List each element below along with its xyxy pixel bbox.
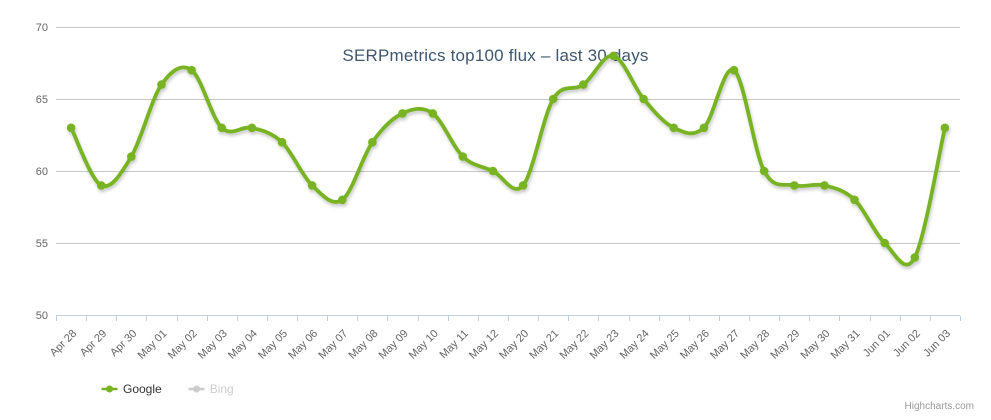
data-point-marker[interactable] [609, 51, 618, 61]
x-axis-label: May 26 [678, 328, 712, 362]
data-point-marker[interactable] [910, 253, 920, 262]
bing-series-symbol-icon [188, 385, 205, 393]
data-point-marker[interactable] [850, 195, 859, 205]
x-axis-label: May 06 [286, 328, 320, 362]
x-axis-label: May 23 [588, 328, 622, 362]
x-axis-label: May 28 [738, 328, 772, 362]
data-point-marker[interactable] [790, 181, 799, 190]
x-axis-label: May 10 [407, 328, 441, 362]
data-point-marker[interactable] [277, 137, 287, 147]
y-axis-label: 60 [36, 166, 48, 178]
data-point-marker[interactable] [669, 123, 678, 133]
data-point-marker[interactable] [398, 109, 407, 118]
series-google [66, 51, 950, 267]
data-point-marker[interactable] [96, 181, 106, 190]
google-series-symbol-icon [101, 385, 118, 393]
data-point-marker[interactable] [759, 166, 769, 176]
x-axis-label: May 08 [347, 328, 381, 362]
data-point-marker[interactable] [217, 123, 226, 133]
x-axis-label: May 22 [557, 328, 591, 362]
y-axis-labels: 50 55 60 65 70 [36, 22, 48, 322]
x-axis-label: May 30 [799, 328, 833, 362]
data-point-marker[interactable] [157, 80, 166, 89]
x-axis [56, 315, 961, 321]
data-point-marker[interactable] [699, 123, 709, 133]
x-axis-label: Jun 01 [861, 328, 893, 360]
x-axis-label: May 11 [437, 328, 470, 361]
legend: Google Bing [101, 382, 260, 396]
data-point-marker[interactable] [579, 80, 588, 89]
data-point-marker[interactable] [247, 123, 257, 133]
y-axis-label: 50 [36, 310, 48, 322]
data-point-marker[interactable] [338, 195, 347, 205]
legend-label-google: Google [123, 382, 162, 396]
legend-label-bing: Bing [209, 382, 234, 396]
data-point-marker[interactable] [639, 94, 648, 104]
x-axis-label: Jun 03 [921, 328, 953, 360]
data-point-marker[interactable] [458, 152, 468, 161]
chart-title: SERPmetrics top100 flux – last 30 days [342, 46, 649, 65]
x-axis-label: May 02 [166, 328, 200, 362]
data-point-marker[interactable] [940, 123, 950, 133]
data-point-marker[interactable] [66, 123, 76, 133]
data-point-marker[interactable] [880, 238, 889, 248]
legend-item-google[interactable]: Google [101, 382, 162, 396]
x-axis-label: May 29 [768, 328, 802, 362]
x-axis-label: Apr 30 [108, 328, 139, 359]
x-axis-label: May 31 [829, 328, 863, 362]
data-point-marker[interactable] [820, 181, 829, 190]
x-axis-label: May 12 [467, 328, 501, 362]
x-axis-label: Apr 29 [78, 328, 109, 359]
x-axis-label: May 09 [377, 328, 411, 362]
y-axis-label: 55 [36, 238, 48, 250]
data-point-marker[interactable] [428, 109, 438, 118]
x-axis-label: May 07 [316, 328, 350, 362]
x-axis-label: May 20 [497, 328, 531, 362]
x-axis-label: May 04 [226, 328, 260, 362]
data-point-marker[interactable] [127, 152, 136, 161]
x-axis-label: May 24 [618, 328, 652, 362]
x-axis-label: May 27 [708, 328, 742, 362]
x-axis-label: May 03 [196, 328, 230, 362]
x-axis-label: Apr 28 [48, 328, 79, 359]
data-point-marker[interactable] [187, 65, 196, 75]
legend-item-bing[interactable]: Bing [188, 382, 234, 396]
x-axis-label: Jun 02 [891, 328, 923, 360]
series-google-line [69, 53, 947, 267]
highcharts-credits-link[interactable]: Highcharts.com [904, 401, 974, 412]
data-point-marker[interactable] [368, 137, 377, 147]
x-axis-label: May 01 [136, 328, 170, 362]
y-axis-label: 65 [36, 94, 48, 106]
y-axis-label: 70 [36, 22, 48, 34]
data-point-marker[interactable] [307, 181, 317, 190]
x-axis-label: May 25 [648, 328, 682, 362]
data-point-marker[interactable] [518, 181, 528, 190]
data-point-marker[interactable] [729, 65, 739, 75]
x-axis-label: May 05 [256, 328, 290, 362]
x-axis-label: May 21 [527, 328, 561, 362]
data-point-marker[interactable] [548, 94, 558, 104]
data-point-marker[interactable] [488, 166, 498, 176]
